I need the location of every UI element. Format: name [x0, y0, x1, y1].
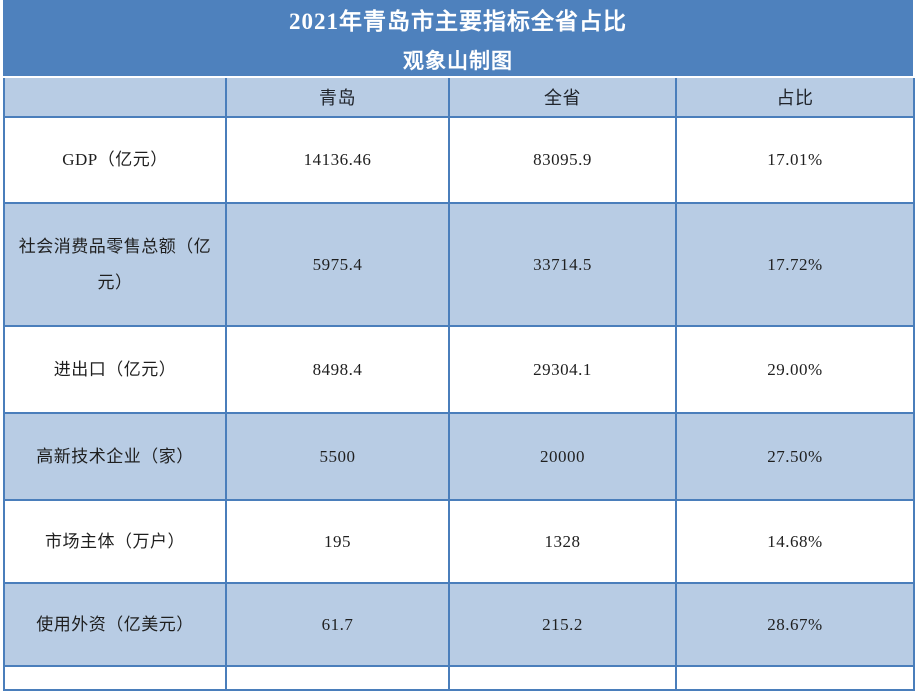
cell-qingdao: 61.7 [225, 582, 450, 667]
header-indicator [3, 78, 227, 118]
cell-province: 83095.9 [448, 116, 677, 204]
cell-share: 29.00% [675, 325, 915, 414]
cell-share: 14.68% [675, 499, 915, 584]
cell-province: 29304.1 [448, 325, 677, 414]
cell-province: 1328 [448, 499, 677, 584]
cell-province [448, 665, 677, 691]
header-qingdao: 青岛 [225, 78, 450, 118]
cell-share: 28.67% [675, 582, 915, 667]
title-bar: 2021年青岛市主要指标全省占比 观象山制图 [3, 0, 913, 78]
cell-indicator: GDP（亿元） [3, 116, 227, 204]
table-row: GDP（亿元） 14136.46 83095.9 17.01% [3, 116, 915, 204]
header-row: 青岛 全省 占比 [3, 78, 915, 118]
table-row: 高新技术企业（家） 5500 20000 27.50% [3, 412, 915, 501]
cell-province: 215.2 [448, 582, 677, 667]
cell-province: 20000 [448, 412, 677, 501]
cell-qingdao: 195 [225, 499, 450, 584]
header-province: 全省 [448, 78, 677, 118]
table-row: 使用外资（亿美元） 61.7 215.2 28.67% [3, 582, 915, 667]
cell-indicator: 使用外资（亿美元） [3, 582, 227, 667]
table-row: 市场主体（万户） 195 1328 14.68% [3, 499, 915, 584]
cell-qingdao: 5975.4 [225, 202, 450, 327]
table-row-partial [3, 665, 915, 691]
cell-qingdao: 14136.46 [225, 116, 450, 204]
cell-share: 27.50% [675, 412, 915, 501]
table-graphic: 2021年青岛市主要指标全省占比 观象山制图 青岛 全省 占比 GDP（亿元） … [3, 0, 915, 691]
cell-share: 17.72% [675, 202, 915, 327]
cell-qingdao: 8498.4 [225, 325, 450, 414]
cell-indicator: 进出口（亿元） [3, 325, 227, 414]
cell-indicator: 社会消费品零售总额（亿元） [3, 202, 227, 327]
page-title: 2021年青岛市主要指标全省占比 [289, 8, 627, 34]
cell-indicator [3, 665, 227, 691]
cell-province: 33714.5 [448, 202, 677, 327]
cell-share [675, 665, 915, 691]
page-subtitle: 观象山制图 [403, 48, 513, 73]
header-share: 占比 [675, 78, 915, 118]
cell-qingdao [225, 665, 450, 691]
cell-indicator: 高新技术企业（家） [3, 412, 227, 501]
cell-indicator: 市场主体（万户） [3, 499, 227, 584]
cell-share: 17.01% [675, 116, 915, 204]
table-row: 社会消费品零售总额（亿元） 5975.4 33714.5 17.72% [3, 202, 915, 327]
table-row: 进出口（亿元） 8498.4 29304.1 29.00% [3, 325, 915, 414]
cell-qingdao: 5500 [225, 412, 450, 501]
indicators-table: 青岛 全省 占比 GDP（亿元） 14136.46 83095.9 17.01%… [3, 78, 915, 691]
